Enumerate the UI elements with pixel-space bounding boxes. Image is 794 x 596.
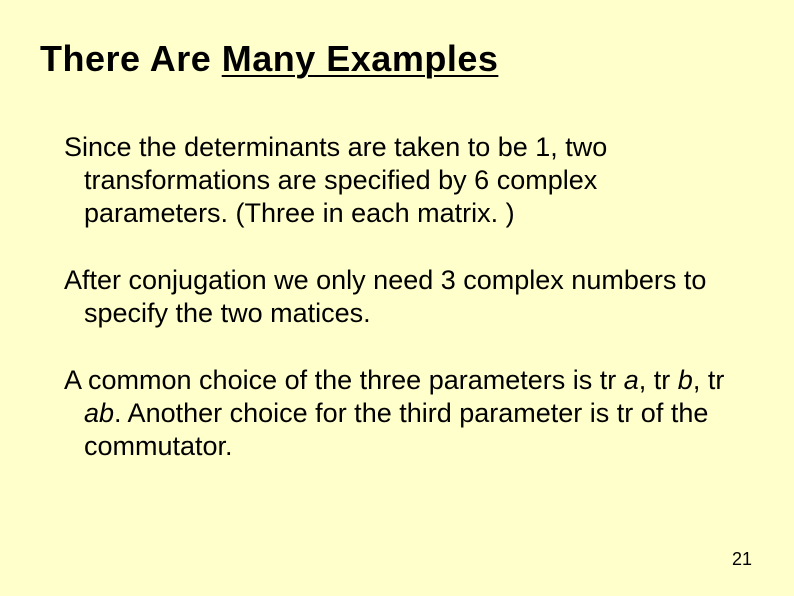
paragraph-1: Since the determinants are taken to be 1… <box>64 131 746 230</box>
p3-italic-b: b <box>678 365 693 395</box>
paragraph-2: After conjugation we only need 3 complex… <box>64 264 746 330</box>
slide-title: There Are Many Examples <box>40 38 746 79</box>
p3-run-4: . Another choice for the third parameter… <box>84 398 708 461</box>
title-plain: There Are <box>40 38 222 79</box>
paragraph-3: A common choice of the three parameters … <box>64 364 746 463</box>
p3-italic-ab: ab <box>84 398 114 428</box>
p3-italic-a: a <box>624 365 639 395</box>
p3-run-2: , tr <box>639 365 678 395</box>
title-underlined: Many Examples <box>222 38 499 79</box>
p3-run-1: A common choice of the three parameters … <box>64 365 624 395</box>
page-number: 21 <box>732 549 752 570</box>
p3-run-3: , tr <box>693 365 725 395</box>
